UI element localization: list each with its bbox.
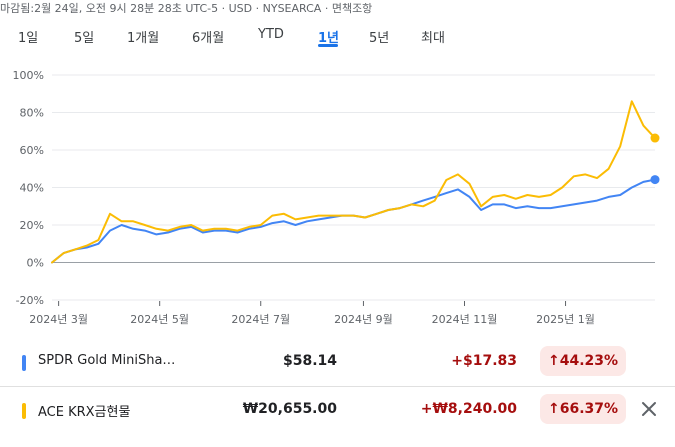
security-name: ACE KRX금현물 bbox=[38, 405, 131, 420]
close-icon[interactable] bbox=[638, 398, 660, 420]
active-tab-indicator bbox=[318, 44, 338, 47]
percent-change: 44.23% bbox=[559, 353, 619, 369]
tab-1y[interactable]: 1년 bbox=[318, 31, 340, 46]
y-tick-label: 80% bbox=[20, 107, 44, 120]
series-line bbox=[51, 100, 656, 264]
percent-change: 66.37% bbox=[559, 401, 619, 417]
y-tick-label: 100% bbox=[13, 69, 44, 82]
x-tick-label: 2024년 5월 bbox=[130, 313, 189, 326]
tab-6m[interactable]: 6개월 bbox=[192, 31, 225, 46]
tab-1d[interactable]: 1일 bbox=[18, 31, 39, 46]
market-status-text: 마감됨:2월 24일, 오전 9시 28분 28초 UTC-5 · USD · … bbox=[0, 2, 373, 15]
tab-5d[interactable]: 5일 bbox=[74, 31, 95, 46]
legend-divider bbox=[0, 386, 675, 387]
series-lines bbox=[51, 100, 656, 264]
percent-change-badge: ↑44.23% bbox=[540, 346, 627, 376]
y-tick-label: 20% bbox=[20, 219, 44, 232]
tab-1m[interactable]: 1개월 bbox=[127, 31, 160, 46]
y-tick-label: 60% bbox=[20, 144, 44, 157]
tab-max[interactable]: 최대 bbox=[421, 31, 445, 46]
x-tick-label: 2024년 3월 bbox=[29, 313, 88, 326]
price-change: +$17.83 bbox=[451, 353, 517, 369]
x-tick-label: 2025년 1월 bbox=[536, 313, 595, 326]
security-price: ₩20,655.00 bbox=[242, 401, 337, 417]
y-tick-label: -20% bbox=[16, 294, 44, 307]
series-color-swatch bbox=[22, 403, 26, 419]
series-color-swatch bbox=[22, 355, 26, 371]
security-price: $58.14 bbox=[282, 353, 337, 369]
x-axis-ticks: 2024년 3월 2024년 5월 2024년 7월 2024년 9월 2024년 11… bbox=[29, 301, 595, 326]
x-tick-label: 2024년 7월 bbox=[231, 313, 290, 326]
tab-5y[interactable]: 5년 bbox=[369, 31, 390, 46]
series-line bbox=[51, 178, 656, 264]
price-change: +₩8,240.00 bbox=[420, 401, 517, 417]
series-end-point bbox=[650, 133, 660, 143]
y-axis-ticks: 100% 80% 60% 40% 20% 0% -20% bbox=[13, 69, 44, 307]
series-end-point bbox=[650, 175, 660, 185]
percent-change-badge: ↑66.37% bbox=[540, 394, 627, 424]
y-tick-label: 40% bbox=[20, 182, 44, 195]
y-tick-label: 0% bbox=[27, 257, 44, 270]
comparison-chart[interactable]: 100%80%60%40%20%0%-20% 2024년 3월 2024년 5월 2… bbox=[0, 0, 675, 340]
arrow-up-icon: ↑ bbox=[548, 353, 560, 369]
series-endpoints bbox=[650, 133, 660, 185]
x-tick-label: 2024년 11월 bbox=[432, 313, 498, 326]
legend-row-spdr[interactable]: SPDR Gold MiniSha… $58.14 +$17.83 ↑44.23… bbox=[0, 342, 675, 382]
arrow-up-icon: ↑ bbox=[548, 401, 560, 417]
x-tick-label: 2024년 9월 bbox=[334, 313, 393, 326]
tab-ytd[interactable]: YTD bbox=[258, 27, 284, 42]
chart-grid bbox=[52, 74, 655, 301]
legend-row-ace[interactable]: ACE KRX금현물 ₩20,655.00 +₩8,240.00 ↑66.37% bbox=[0, 390, 675, 430]
security-name: SPDR Gold MiniSha… bbox=[38, 353, 176, 368]
